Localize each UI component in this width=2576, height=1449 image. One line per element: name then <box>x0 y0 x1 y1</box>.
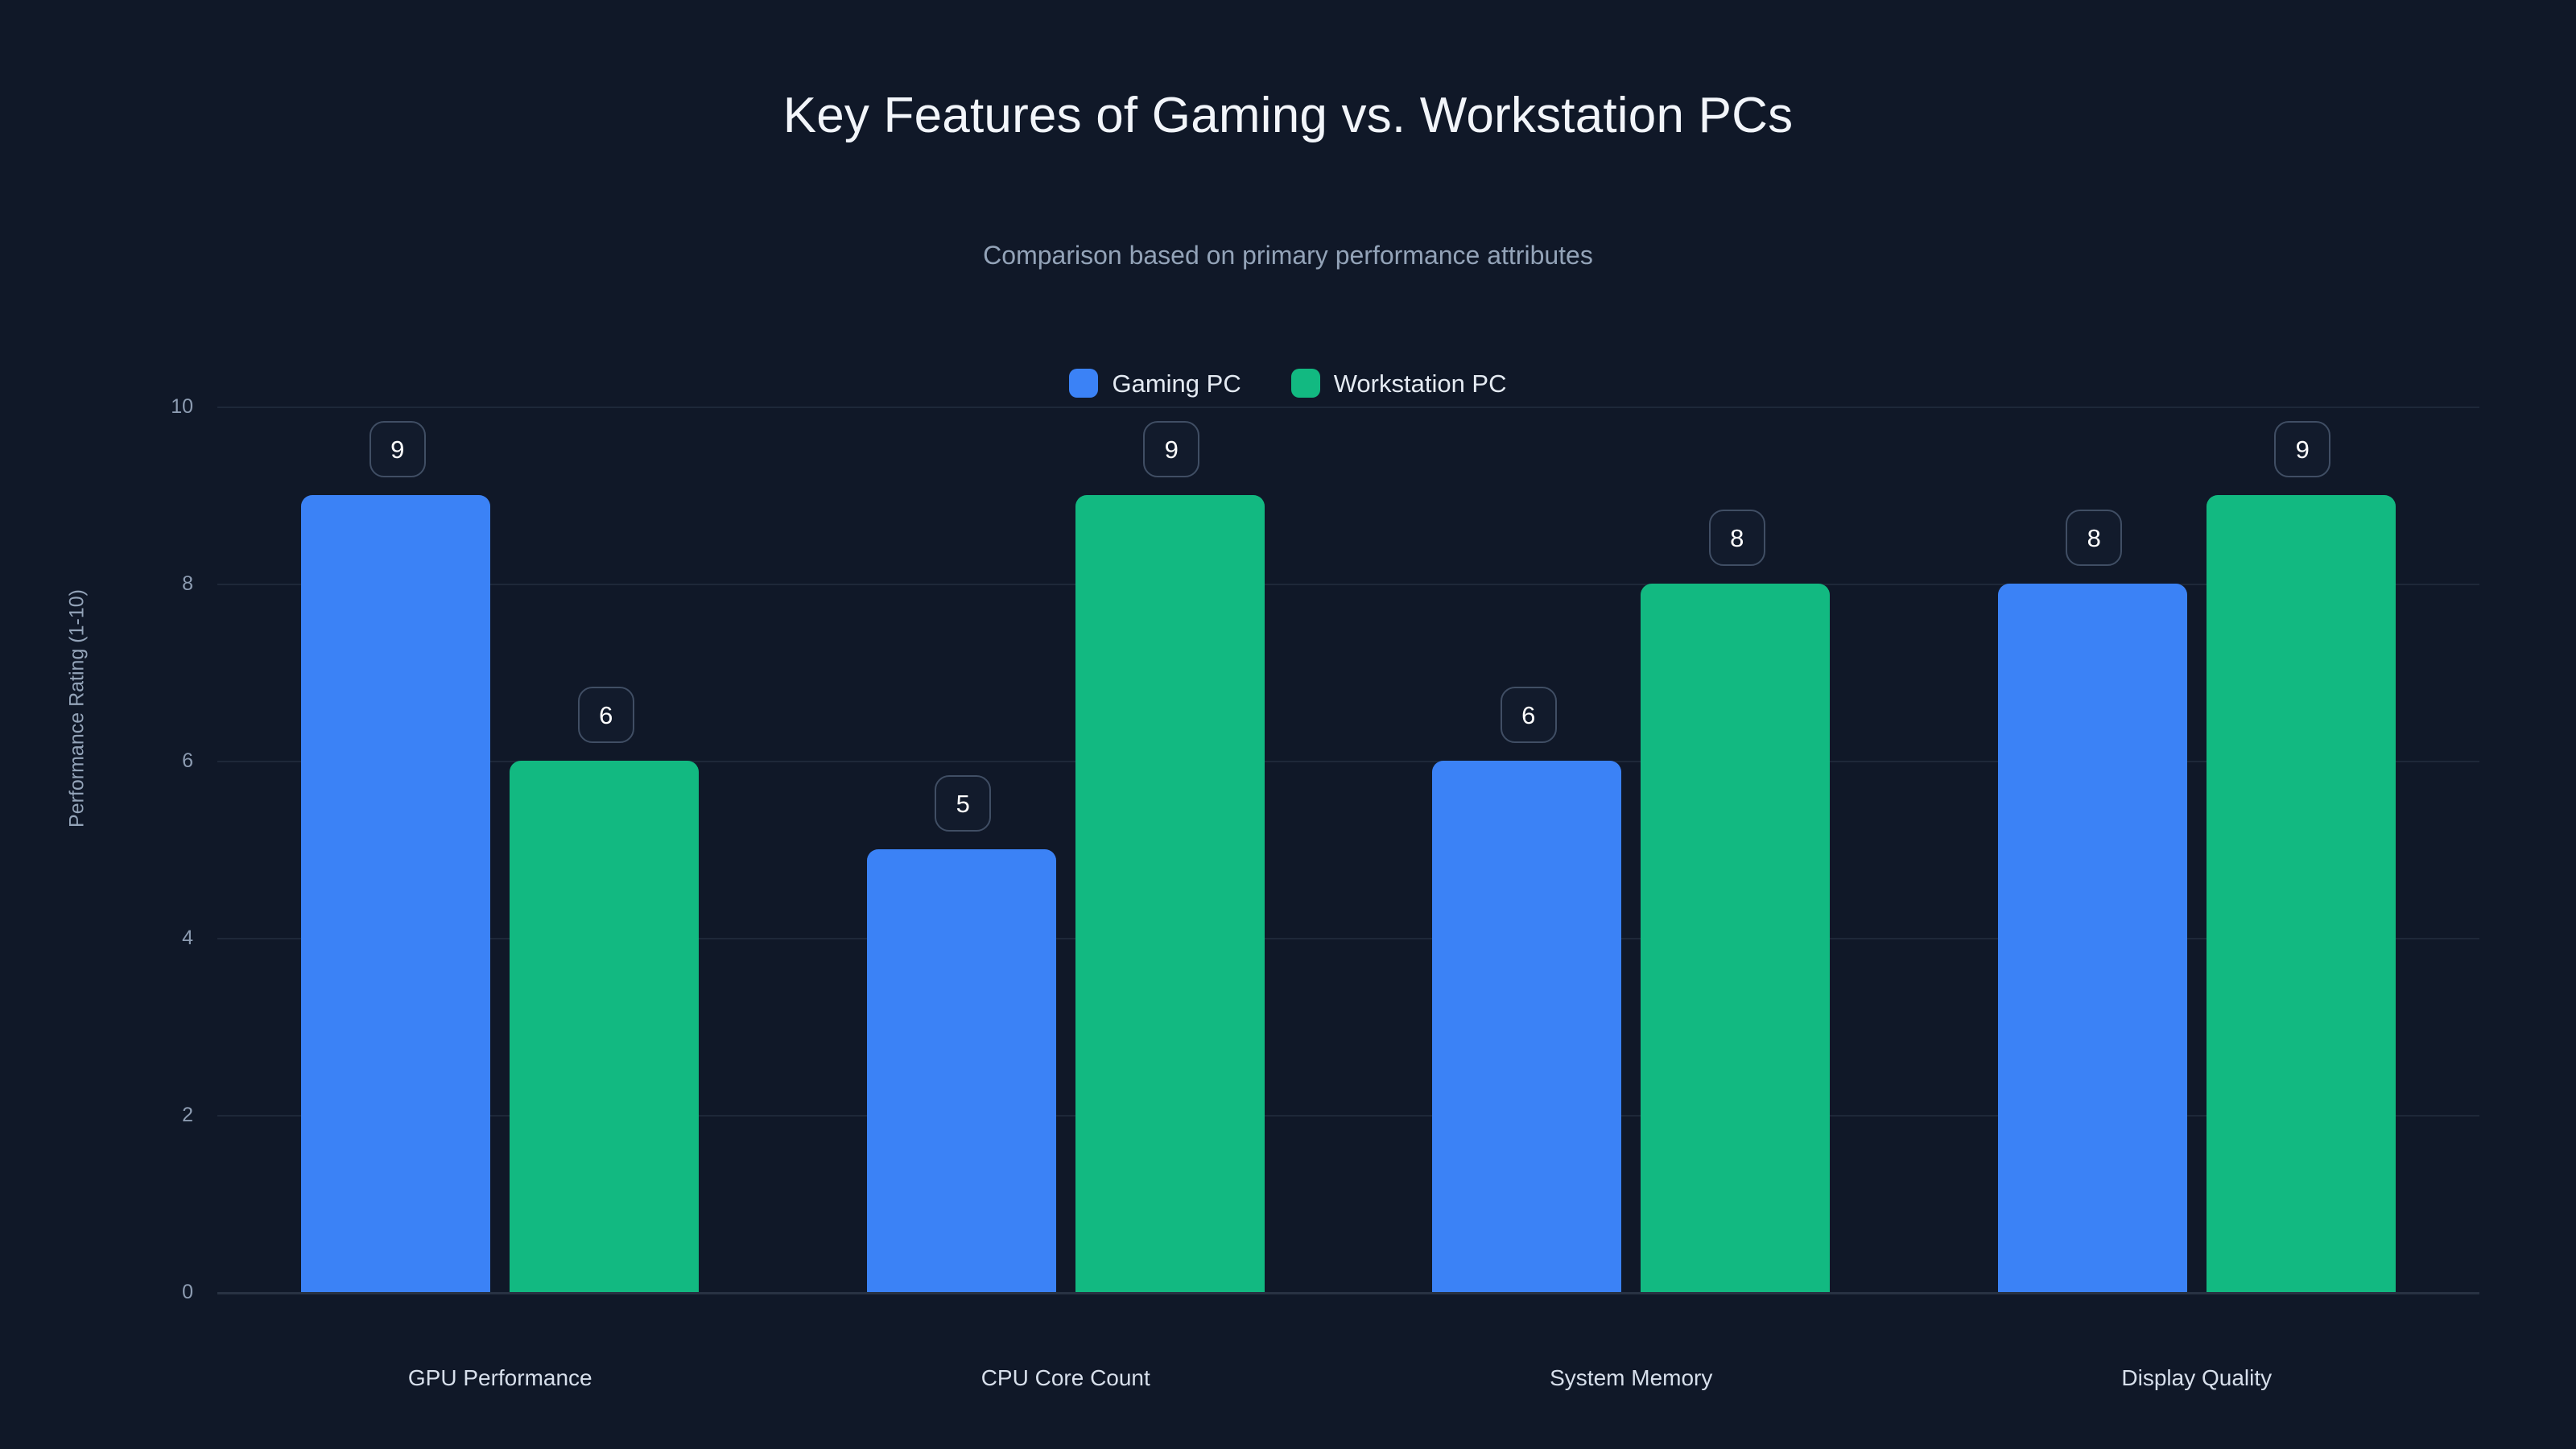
bar-value-badge: 9 <box>1143 421 1200 477</box>
bar[interactable] <box>1997 584 2187 1292</box>
y-tick-label: 2 <box>182 1104 193 1126</box>
bar-value-badge: 9 <box>369 421 426 477</box>
legend-swatch <box>1290 369 1320 398</box>
x-tick-label: CPU Core Count <box>980 1365 1150 1390</box>
bar-value-badge: 6 <box>577 687 634 743</box>
legend-item[interactable]: Workstation PC <box>1290 369 1507 398</box>
y-tick-label: 6 <box>182 749 193 772</box>
bar[interactable] <box>1432 761 1622 1292</box>
bar[interactable] <box>2206 495 2396 1292</box>
bar[interactable] <box>510 761 700 1292</box>
x-tick-label: Display Quality <box>2121 1365 2273 1390</box>
chart-title: Key Features of Gaming vs. Workstation P… <box>782 88 1794 143</box>
y-tick-label: 4 <box>182 927 193 949</box>
gridline <box>217 584 2479 585</box>
bar[interactable] <box>1641 584 1831 1292</box>
bar[interactable] <box>301 495 491 1292</box>
axis-baseline <box>217 1292 2479 1294</box>
legend-item[interactable]: Gaming PC <box>1069 369 1241 398</box>
y-tick-label: 10 <box>171 395 193 418</box>
bar[interactable] <box>866 849 1056 1292</box>
chart-legend: Gaming PC Workstation PC <box>0 369 2576 398</box>
y-tick-label: 8 <box>182 572 193 595</box>
legend-label: Workstation PC <box>1333 369 1507 398</box>
chart-subtitle: Comparison based on primary performance … <box>983 241 1593 270</box>
y-tick-label: 0 <box>182 1281 193 1303</box>
x-tick-label: System Memory <box>1550 1365 1713 1390</box>
gridline <box>217 761 2479 762</box>
bar[interactable] <box>1075 495 1265 1292</box>
legend-swatch <box>1069 369 1099 398</box>
legend-label: Gaming PC <box>1112 369 1241 398</box>
gridline <box>217 938 2479 939</box>
plot-area: 9 6 5 9 6 8 8 9 <box>217 407 2479 1294</box>
bar-value-badge: 8 <box>2066 510 2123 566</box>
bar-value-badge: 6 <box>1500 687 1557 743</box>
gridline <box>217 407 2479 408</box>
y-axis-title: Performance Rating (1-10) <box>65 589 89 828</box>
x-tick-label: GPU Performance <box>407 1365 592 1390</box>
bar-value-badge: 5 <box>935 775 992 832</box>
gridline <box>217 1115 2479 1117</box>
bar-value-badge: 9 <box>2274 421 2331 477</box>
bar-value-badge: 8 <box>1708 510 1765 566</box>
